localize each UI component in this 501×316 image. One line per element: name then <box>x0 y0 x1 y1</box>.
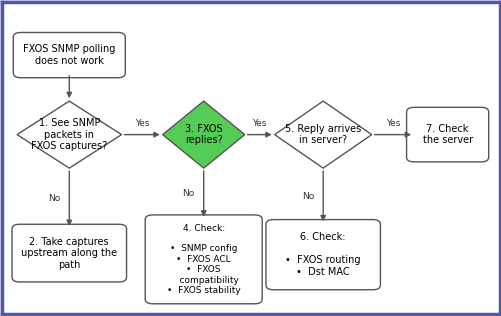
Text: 1. See SNMP
packets in
FXOS captures?: 1. See SNMP packets in FXOS captures? <box>31 118 107 151</box>
Text: FXOS SNMP polling
does not work: FXOS SNMP polling does not work <box>23 44 115 66</box>
Text: 2. Take captures
upstream along the
path: 2. Take captures upstream along the path <box>21 236 117 270</box>
Text: No: No <box>302 192 314 201</box>
Polygon shape <box>17 101 121 168</box>
Text: No: No <box>182 189 194 198</box>
Text: 3. FXOS
replies?: 3. FXOS replies? <box>184 124 222 145</box>
Text: 5. Reply arrives
in server?: 5. Reply arrives in server? <box>285 124 361 145</box>
FancyBboxPatch shape <box>13 33 125 78</box>
Polygon shape <box>162 101 244 168</box>
Text: 7. Check
the server: 7. Check the server <box>422 124 472 145</box>
FancyBboxPatch shape <box>12 224 126 282</box>
Text: Yes: Yes <box>252 119 267 128</box>
FancyBboxPatch shape <box>406 107 488 162</box>
FancyBboxPatch shape <box>266 220 380 290</box>
Text: 6. Check:

•  FXOS routing
•  Dst MAC: 6. Check: • FXOS routing • Dst MAC <box>285 232 360 277</box>
Text: Yes: Yes <box>385 119 399 128</box>
Polygon shape <box>274 101 371 168</box>
Text: 4. Check:

•  SNMP config
•  FXOS ACL
•  FXOS
    compatibility
•  FXOS stabilit: 4. Check: • SNMP config • FXOS ACL • FXO… <box>166 224 240 295</box>
Text: Yes: Yes <box>135 119 149 128</box>
Text: No: No <box>48 194 60 203</box>
FancyBboxPatch shape <box>145 215 262 304</box>
